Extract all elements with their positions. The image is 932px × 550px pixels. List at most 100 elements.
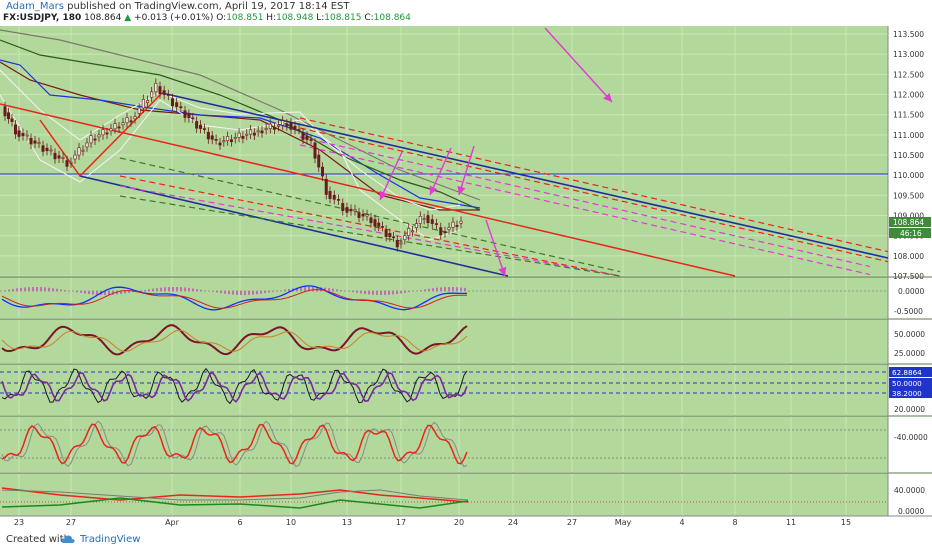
candle-body: [17, 130, 21, 137]
candle-body: [317, 154, 321, 168]
candle-body: [113, 123, 117, 130]
candle-body: [137, 107, 141, 114]
x-tick-label: 27: [66, 518, 76, 527]
macd-histogram-bar: [324, 287, 326, 291]
stoch-level-label: 50.0000: [892, 379, 922, 388]
macd-histogram-bar: [392, 291, 394, 295]
candle-body: [384, 229, 388, 237]
x-tick-label: 23: [14, 518, 24, 527]
macd-histogram-bar: [216, 291, 218, 293]
macd-histogram-bar: [192, 288, 194, 291]
price-tick-label: 109.500: [893, 191, 924, 200]
candle-body: [3, 106, 7, 117]
x-tick-label: 27: [567, 518, 577, 527]
x-tick-label: 8: [732, 518, 737, 527]
price-panel: [0, 27, 889, 277]
candle-body: [41, 145, 45, 152]
macd-histogram-bar: [308, 287, 310, 291]
macd-histogram-bar: [36, 287, 38, 291]
macd-histogram-bar: [424, 289, 426, 291]
stoch-level-badge: [889, 367, 932, 377]
tradingview-brand[interactable]: TradingView: [80, 534, 141, 545]
candle-body: [33, 140, 37, 144]
macd-histogram-bar: [148, 289, 150, 291]
macd-histogram-bar: [260, 291, 262, 294]
candle-body: [154, 82, 158, 93]
candle-body: [281, 120, 285, 126]
candle-body: [392, 236, 396, 239]
magenta-arrow: [429, 147, 452, 196]
panel-dmi-bg: [0, 473, 888, 516]
dashed-parallel-line: [299, 127, 889, 263]
macd-histogram-bar: [196, 289, 198, 291]
macd-histogram-bar: [84, 291, 86, 294]
macd-histogram-bar: [88, 291, 90, 295]
macd-histogram-bar: [328, 288, 330, 291]
candle-body: [349, 208, 353, 212]
stoch-level-badge: [889, 378, 932, 388]
author-link[interactable]: Adam_Mars: [6, 1, 64, 12]
candle-body: [426, 215, 430, 224]
candle-body: [313, 142, 317, 159]
dashed-parallel-line: [119, 175, 621, 277]
candle-body: [285, 123, 289, 127]
macd-histogram-bar: [160, 287, 162, 291]
moving-average-line: [0, 39, 481, 211]
price-tick-label: 113.500: [893, 30, 924, 39]
dashed-parallel-line: [299, 144, 871, 276]
candle-body: [345, 207, 349, 213]
macd-histogram-bar: [264, 291, 266, 294]
macd-histogram-bar: [64, 290, 66, 291]
macd-histogram-bar: [236, 291, 238, 295]
price-tick-label: 111.000: [893, 131, 924, 140]
candle-body: [14, 124, 18, 135]
candle-body: [81, 149, 85, 152]
candle-body: [407, 228, 411, 236]
candle-body: [162, 90, 166, 95]
candle-body: [206, 131, 210, 140]
macd-histogram-bar: [368, 291, 370, 295]
macd-histogram-bar: [172, 287, 174, 291]
macd-histogram-bar: [184, 287, 186, 291]
x-tick-label: 4: [679, 518, 684, 527]
symbol-label: FX:USDJPY, 180: [3, 13, 82, 23]
candle-body: [268, 123, 272, 129]
macd-histogram-bar: [108, 291, 110, 295]
low-label: L:: [316, 13, 325, 23]
macd-histogram-bar: [336, 289, 338, 291]
macd-histogram-bar: [244, 291, 246, 295]
price-tick-label: 113.000: [893, 50, 924, 59]
candle-body: [210, 135, 214, 140]
macd-histogram-bar: [360, 291, 362, 294]
candle-body: [133, 116, 137, 120]
candle-body: [146, 100, 150, 103]
macd-histogram-bar: [340, 289, 342, 291]
macd-histogram-bar: [376, 291, 378, 295]
countdown-badge: [889, 228, 931, 238]
candle-body: [37, 142, 41, 144]
stoch-d-line: [1, 371, 468, 403]
candle-body: [422, 218, 426, 221]
macd-histogram-bar: [456, 287, 458, 291]
osc-axis-label: -40.0000: [894, 433, 928, 442]
candle-body: [53, 152, 57, 160]
candle-body: [297, 129, 301, 131]
macd-histogram-bar: [28, 287, 30, 291]
magenta-arrow: [379, 151, 403, 201]
candle-body: [260, 130, 264, 134]
candle-body: [264, 128, 268, 130]
macd-histogram-bar: [272, 291, 274, 292]
x-tick-label: 15: [841, 518, 851, 527]
macd-histogram-bar: [224, 291, 226, 294]
chart-canvas[interactable]: 23 27 Apr 6 10 13 17 20 24 27 May 4 8 11 15 113.500 113.…: [0, 26, 932, 530]
candle-body: [245, 133, 249, 136]
candle-body: [158, 86, 162, 95]
chart-header: Adam_Mars published on TradingView.com, …: [0, 0, 932, 26]
macd-histogram-bar: [304, 287, 306, 291]
macd-histogram-bar: [440, 287, 442, 291]
up-arrow-icon: ▲: [124, 13, 132, 23]
macd-axis-label: 0.0000: [898, 287, 924, 296]
candle-body: [451, 221, 455, 228]
macd-histogram-bar: [460, 287, 462, 291]
x-tick-label: Apr: [165, 518, 180, 527]
